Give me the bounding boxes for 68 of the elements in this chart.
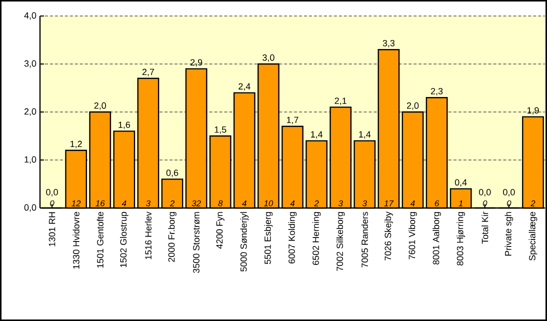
annotation: 2 bbox=[314, 200, 319, 206]
data-label: 0,0 bbox=[479, 189, 491, 196]
x-tick-label: 3500 Storstrøm bbox=[193, 212, 200, 273]
data-label: 1,7 bbox=[286, 116, 298, 124]
data-label: 1,2 bbox=[70, 140, 82, 148]
data-label: 0,4 bbox=[454, 179, 467, 187]
x-tick-label: 1330 Hvidovre bbox=[72, 212, 80, 269]
data-label: 2,7 bbox=[142, 68, 154, 76]
annotation: 10 bbox=[264, 200, 274, 206]
x-tick-label: 5501 Esbjerg bbox=[264, 212, 273, 264]
data-label: 2,4 bbox=[238, 83, 250, 91]
annotation: 0 bbox=[50, 200, 54, 206]
x-tick-label: 4200 Fyn bbox=[216, 212, 224, 249]
x-tick-label: 6502 Herning bbox=[312, 212, 321, 265]
y-tick-label: 4,0 bbox=[24, 12, 36, 20]
x-tick-label: Total Kir bbox=[482, 212, 488, 244]
x-tick-label: 7005 Randers bbox=[361, 212, 368, 268]
annotation: 3 bbox=[146, 200, 151, 206]
data-label: 2,0 bbox=[94, 102, 106, 110]
data-label: 0,6 bbox=[166, 170, 178, 177]
annotation: 4 bbox=[242, 200, 246, 206]
annotation: 16 bbox=[96, 200, 105, 206]
x-tick-label: 8001 Aalborg bbox=[432, 212, 441, 264]
x-tick-label: 1301 RH bbox=[48, 212, 56, 246]
annotation: 6 bbox=[434, 200, 440, 206]
annotation: 8 bbox=[218, 200, 223, 206]
y-tick-label: 1,0 bbox=[24, 156, 36, 164]
x-tick-label: 8003 Hjørring bbox=[456, 212, 466, 266]
data-label: 2,0 bbox=[406, 102, 419, 110]
data-label: 1,9 bbox=[527, 107, 539, 115]
x-tick-label: 1501 Gentofte bbox=[96, 212, 104, 268]
x-tick-label: Speciallæge bbox=[528, 212, 538, 260]
annotation: 3 bbox=[338, 200, 343, 206]
x-tick-label: 6007 Kolding bbox=[288, 212, 297, 264]
x-tick-label: 7601 Viborg bbox=[408, 212, 417, 260]
annotation: 0 bbox=[482, 200, 488, 206]
y-tick-label: 0,0 bbox=[24, 204, 36, 212]
annotation: 2 bbox=[170, 200, 174, 206]
annotation: 32 bbox=[192, 200, 201, 206]
x-tick-label: 7002 Silkeborg bbox=[336, 212, 345, 271]
x-tick-label: 5000 Sønderjyl bbox=[240, 212, 249, 272]
data-label: 1,6 bbox=[118, 122, 130, 129]
data-label: 0,0 bbox=[503, 189, 515, 196]
y-tick-label: 2,0 bbox=[24, 108, 36, 116]
x-tick-label: 7026 Skejby bbox=[384, 212, 393, 260]
x-tick-label: Private sgh bbox=[504, 212, 514, 256]
annotation: 17 bbox=[384, 200, 394, 206]
annotation: 4 bbox=[290, 200, 295, 206]
annotation: 12 bbox=[72, 200, 81, 206]
data-label: 2,9 bbox=[190, 59, 202, 67]
data-label: 1,4 bbox=[311, 131, 323, 139]
data-label: 1,4 bbox=[359, 131, 371, 139]
x-tick-label: 2000 Fr.borg bbox=[168, 212, 176, 262]
y-tick-label: 3,0 bbox=[24, 60, 36, 68]
data-label: 1,5 bbox=[214, 126, 226, 134]
annotation: 0 bbox=[506, 200, 512, 206]
annotation: 4 bbox=[410, 200, 415, 206]
annotation: 3 bbox=[362, 200, 367, 206]
annotation: 1 bbox=[458, 200, 462, 206]
annotation: 2 bbox=[530, 200, 536, 206]
data-label: 2,3 bbox=[431, 88, 443, 96]
data-label: 3,0 bbox=[262, 54, 274, 62]
data-label: 0,0 bbox=[46, 189, 58, 196]
x-tick-label: 1502 Glostrup bbox=[120, 212, 128, 268]
data-label: 2,1 bbox=[334, 98, 346, 105]
data-label: 3,3 bbox=[382, 40, 395, 48]
x-tick-label: 1516 Herlev bbox=[144, 212, 152, 260]
annotation: 4 bbox=[122, 200, 126, 206]
